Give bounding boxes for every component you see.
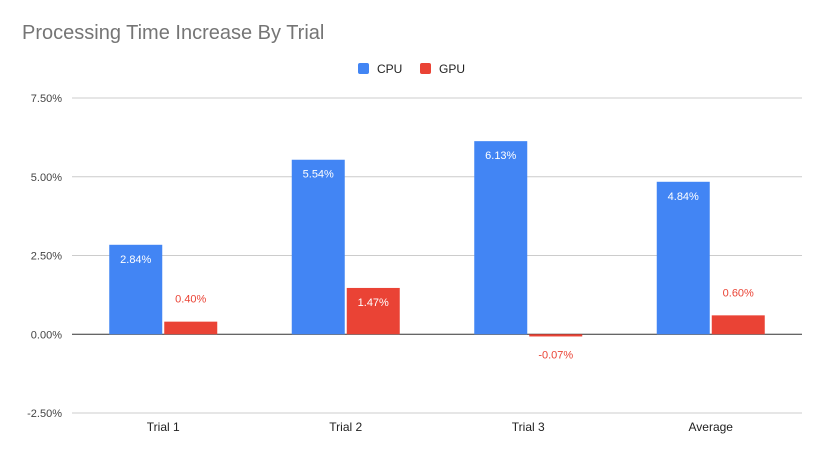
- y-tick-label: 7.50%: [31, 93, 62, 105]
- data-label: 0.40%: [175, 294, 206, 306]
- cpu-legend-swatch: [358, 63, 369, 74]
- chart-title: Processing Time Increase By Trial: [22, 22, 325, 44]
- data-label: 0.60%: [723, 287, 754, 299]
- gpu-bar: [711, 315, 765, 335]
- x-tick-label: Trial 2: [329, 420, 362, 434]
- y-tick-label: 0.00%: [31, 329, 62, 341]
- data-label: 5.54%: [303, 169, 334, 181]
- y-tick-label: 2.50%: [31, 251, 62, 263]
- x-tick-label: Trial 3: [512, 420, 545, 434]
- cpu-bar: [474, 141, 528, 335]
- cpu-bar: [109, 244, 163, 335]
- cpu-bar: [291, 159, 345, 335]
- data-label: 6.13%: [485, 150, 516, 162]
- gpu-legend-swatch: [420, 63, 431, 74]
- data-label: 4.84%: [668, 191, 699, 203]
- cpu-bar: [656, 181, 710, 335]
- y-tick-label: -2.50%: [27, 408, 62, 420]
- gpu-bar: [529, 334, 583, 337]
- data-label: 1.47%: [358, 297, 389, 309]
- gpu-bar: [346, 287, 400, 335]
- data-label: -0.07%: [538, 349, 573, 361]
- gpu-bar: [164, 321, 218, 335]
- legend-label: GPU: [439, 62, 465, 76]
- data-label: 2.84%: [120, 254, 151, 266]
- x-tick-label: Trial 1: [147, 420, 180, 434]
- y-tick-label: 5.00%: [31, 172, 62, 184]
- x-tick-label: Average: [689, 420, 734, 434]
- legend-label: CPU: [377, 62, 402, 76]
